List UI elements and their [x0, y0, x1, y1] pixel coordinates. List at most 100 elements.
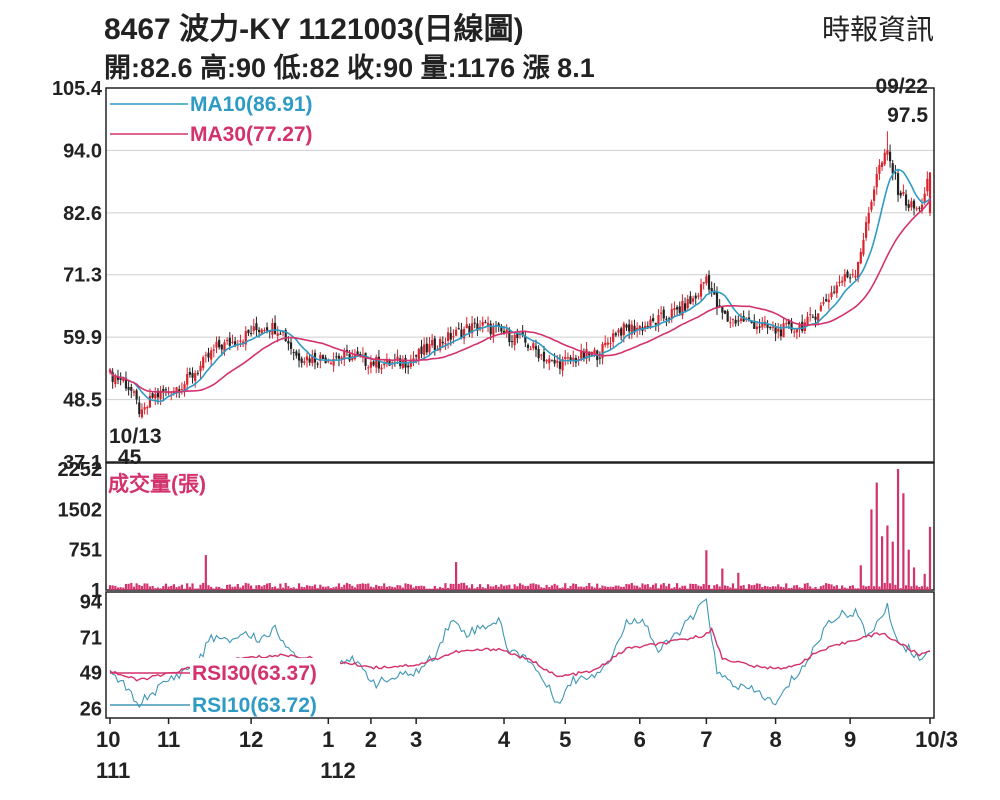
candle-body [151, 393, 154, 398]
volume-tick-label: 1502 [58, 499, 103, 521]
candle-body [356, 351, 359, 355]
volume-bar [771, 586, 775, 590]
volume-bar [505, 585, 508, 590]
volume-bar [220, 588, 223, 590]
volume-bar [465, 585, 468, 590]
candle-body [609, 343, 612, 345]
volume-bar [604, 586, 607, 590]
candle-body [649, 319, 652, 327]
candle-body [308, 358, 311, 363]
candle-body [244, 331, 247, 345]
candle-body [431, 339, 434, 346]
candle-body [755, 326, 759, 330]
volume-bar [888, 583, 892, 590]
candle-body [316, 363, 319, 365]
candle-body [838, 281, 841, 283]
candle-body [114, 376, 117, 385]
volume-bar [904, 585, 908, 590]
candle-body [851, 274, 854, 276]
candle-body [798, 324, 801, 330]
volume-bar [806, 582, 809, 590]
volume-bar [758, 583, 761, 590]
candle-body [311, 355, 314, 364]
candle-body [915, 208, 918, 210]
candle-body [926, 178, 929, 192]
candle-body [737, 320, 740, 322]
volume-bar [396, 585, 399, 590]
volume-bar [798, 587, 801, 590]
volume-bar [281, 587, 285, 590]
candle-body [561, 359, 564, 371]
candle-body [204, 354, 207, 356]
volume-bar [564, 583, 567, 590]
volume-bar [745, 588, 748, 590]
candle-body [880, 162, 884, 167]
volume-bar [606, 586, 609, 590]
volume-bar [675, 583, 679, 590]
candle-body [822, 302, 825, 304]
candle-body [681, 300, 684, 316]
volume-bar [244, 582, 247, 590]
volume-bar [167, 586, 170, 590]
candle-body [377, 356, 380, 369]
candle-body [271, 322, 274, 335]
volume-bar [162, 586, 165, 590]
candle-body [127, 387, 130, 390]
candle-body [729, 322, 732, 324]
volume-bar [146, 583, 149, 590]
candle-body [492, 326, 495, 336]
volume-bar [654, 583, 657, 590]
candle-body [550, 360, 554, 362]
volume-bar [265, 583, 269, 590]
candle-body [111, 372, 114, 382]
volume-bar [234, 586, 237, 590]
volume-bar [577, 586, 580, 590]
ma10-line [109, 168, 931, 403]
volume-bar [902, 493, 905, 590]
candle-body [814, 316, 817, 320]
candle-body [747, 317, 751, 320]
candle-body [894, 172, 897, 174]
x-month-label: 8 [769, 727, 781, 752]
candle-body [510, 341, 514, 343]
x-year-label: 112 [320, 758, 356, 783]
candle-body [319, 355, 322, 362]
candle-body [614, 333, 617, 336]
volume-bar [329, 588, 333, 590]
candle-body [827, 299, 830, 303]
candle-body [135, 390, 138, 400]
volume-bar [803, 583, 806, 590]
volume-bar [835, 585, 838, 590]
volume-bar [737, 572, 740, 590]
volume-bar [297, 583, 301, 590]
candle-body [673, 308, 676, 311]
candle-body [689, 296, 692, 304]
volume-bar [324, 586, 327, 590]
volume-bar [273, 586, 277, 590]
candle-body [787, 320, 790, 325]
volume-bar [132, 586, 136, 590]
candle-body [769, 326, 772, 329]
candle-body [646, 326, 649, 328]
candle-body [707, 274, 711, 290]
volume-bar [436, 588, 439, 590]
candle-body [601, 344, 604, 359]
candle-body [636, 327, 639, 330]
volume-bar [662, 583, 665, 590]
candle-body [542, 351, 546, 362]
low-date-annotation: 10/13 [109, 425, 162, 448]
volume-bar [715, 584, 719, 590]
volume-bar [910, 586, 913, 590]
volume-bar [308, 585, 311, 590]
candle-body [548, 358, 551, 364]
candle-body [470, 323, 474, 334]
candle-body [785, 323, 788, 325]
candle-body [841, 280, 844, 283]
x-month-label: 1 [322, 727, 334, 752]
source-label: 時報資訊 [821, 14, 934, 45]
volume-bar [683, 585, 687, 590]
candle-body [202, 357, 205, 369]
volume-bar [524, 586, 527, 590]
volume-bar [255, 585, 258, 590]
volume-bar [130, 582, 133, 590]
